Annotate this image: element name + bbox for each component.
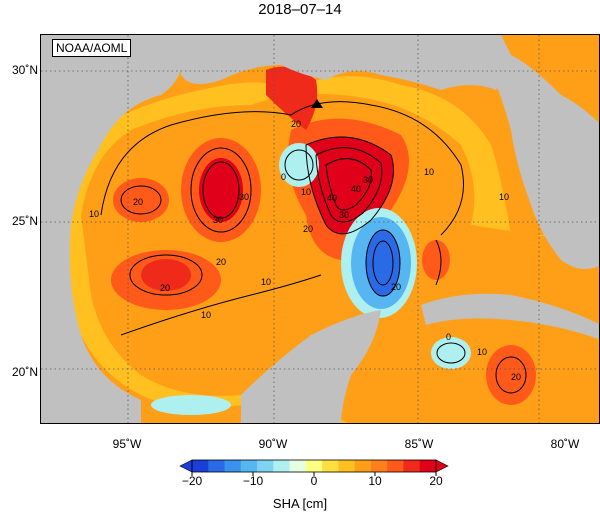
longitude-label: 90˚W bbox=[258, 437, 288, 451]
colorbar-segment bbox=[240, 460, 258, 472]
credit-label: NOAA/AOML bbox=[52, 39, 132, 57]
contour-label: 10 bbox=[424, 167, 434, 177]
colorbar-segment bbox=[419, 460, 437, 472]
colorbar-tick-label: 10 bbox=[368, 474, 382, 488]
contour-label: 10 bbox=[89, 209, 99, 219]
contour-label: 30 bbox=[339, 210, 349, 220]
colorbar-tick-label: −10 bbox=[242, 474, 264, 488]
colorbar-segment bbox=[354, 460, 372, 472]
warm-spot-east bbox=[422, 240, 450, 280]
land-us-gulf-coast bbox=[181, 35, 511, 90]
land-cuba bbox=[421, 293, 599, 340]
colorbar-segment bbox=[305, 460, 323, 472]
contour-label: 0 bbox=[446, 332, 451, 342]
contour-label: 20 bbox=[303, 224, 313, 234]
colorbar-min-arrow bbox=[179, 459, 193, 473]
cold-eddy-core bbox=[366, 230, 400, 296]
longitude-label: 85˚W bbox=[404, 437, 434, 451]
contour-label: 20 bbox=[511, 372, 521, 382]
colorbar-segment bbox=[208, 460, 226, 472]
sea-height-anomaly-map: 20 20 30 30 20 10 0 20 40 30 40 30 20 10… bbox=[40, 34, 600, 424]
contour-label: 10 bbox=[301, 187, 311, 197]
contour-label: 20 bbox=[391, 282, 401, 292]
warm-area-north bbox=[266, 66, 318, 130]
colorbar bbox=[179, 459, 449, 476]
latitude-label: 20˚N bbox=[11, 365, 38, 379]
contour-label: 10 bbox=[201, 310, 211, 320]
colorbar-tick-label: −20 bbox=[181, 474, 203, 488]
contour-label: 40 bbox=[351, 184, 361, 194]
colorbar-title: SHA [cm] bbox=[272, 496, 328, 511]
contour-label: 20 bbox=[291, 119, 301, 129]
map-title: 2018–07–14 bbox=[258, 1, 342, 18]
graticule bbox=[41, 35, 599, 423]
contour-label: 10 bbox=[499, 192, 509, 202]
colorbar-segment bbox=[370, 460, 388, 472]
warm-eddy-caribbean bbox=[486, 345, 536, 405]
latitude-label: 30˚N bbox=[11, 63, 38, 77]
colorbar-segment bbox=[338, 460, 356, 472]
warm-eddy-far-west bbox=[113, 178, 169, 222]
colorbar-segment bbox=[403, 460, 421, 472]
colorbar-tick-label: 0 bbox=[310, 474, 318, 488]
colorbar-segment bbox=[387, 460, 404, 472]
warm-eddy-southwest-core bbox=[141, 259, 191, 291]
contour-label: 30 bbox=[213, 215, 223, 225]
longitude-label: 95˚W bbox=[112, 437, 142, 451]
latitude-label: 25˚N bbox=[11, 214, 38, 228]
contour-label: 30 bbox=[239, 192, 249, 202]
colorbar-segment bbox=[289, 460, 307, 472]
colorbar-segment bbox=[224, 460, 242, 472]
colorbar-max-arrow bbox=[435, 459, 449, 473]
contour-label: 20 bbox=[216, 257, 226, 267]
warm-eddy-west-core bbox=[199, 158, 243, 222]
cold-eddy-caribbean bbox=[431, 337, 471, 369]
colorbar-segment bbox=[192, 460, 209, 472]
land-mexico-texas bbox=[41, 35, 184, 423]
contour-value-labels: 20 20 30 30 20 10 0 20 40 30 40 30 20 10… bbox=[89, 119, 521, 382]
contour-label: 30 bbox=[363, 175, 373, 185]
colorbar-segment bbox=[273, 460, 291, 472]
contour-label: 10 bbox=[477, 347, 487, 357]
atlantic-ocean-area bbox=[501, 35, 599, 124]
longitude-label: 80˚W bbox=[550, 437, 580, 451]
contour-label: 20 bbox=[133, 197, 143, 207]
location-marker-icon bbox=[311, 99, 323, 108]
land-yucatan bbox=[241, 310, 381, 423]
contour-label: 0 bbox=[281, 172, 286, 182]
contour-label: 10 bbox=[261, 277, 271, 287]
colorbar-segment bbox=[322, 460, 339, 472]
map-canvas: 20 20 30 30 20 10 0 20 40 30 40 30 20 10… bbox=[41, 35, 599, 423]
cold-band-south bbox=[151, 395, 231, 415]
colorbar-segment bbox=[257, 460, 274, 472]
contour-label: 20 bbox=[160, 283, 170, 293]
contour-lines bbox=[100, 101, 527, 394]
contour-label: 40 bbox=[327, 193, 337, 203]
colorbar-tick-label: 20 bbox=[429, 474, 443, 488]
